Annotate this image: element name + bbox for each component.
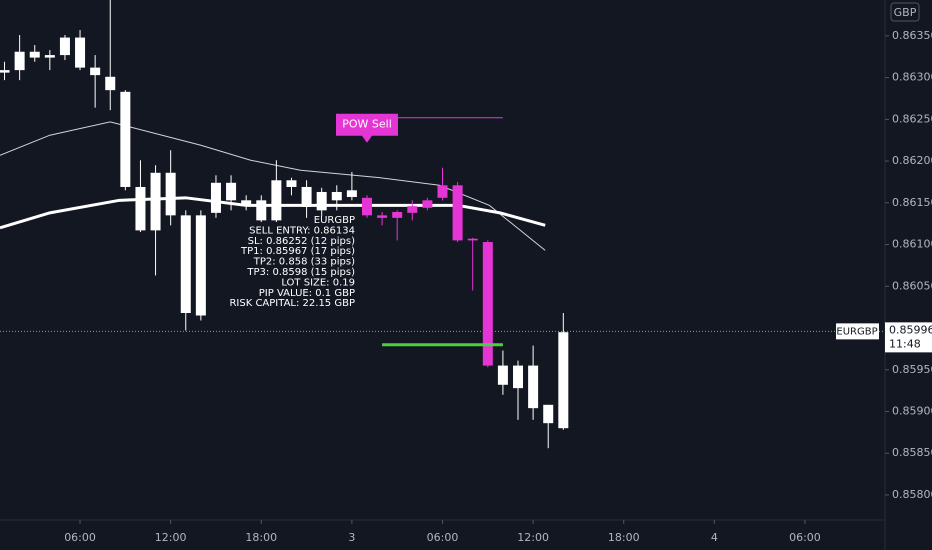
info-line: SELL ENTRY: 0.86134 — [249, 225, 355, 236]
info-line: TP2: 0.858 (33 pips) — [253, 257, 355, 268]
candle-body — [467, 238, 478, 241]
moving-average — [0, 121, 546, 251]
candle-body — [482, 242, 493, 366]
candle-body — [75, 37, 86, 68]
candle-body — [0, 70, 10, 73]
candle-body — [452, 185, 463, 241]
candle-body — [331, 191, 342, 201]
signal-label: POW Sell — [342, 118, 392, 131]
currency-box — [890, 2, 920, 22]
candle-body — [256, 200, 267, 221]
x-tick-label: 06:00 — [789, 531, 821, 544]
candle-body — [241, 200, 252, 206]
candle-body — [392, 212, 403, 218]
candle-body — [543, 404, 554, 424]
info-line: SL: 0.86252 (12 pips) — [248, 236, 355, 247]
info-line: EURGBP — [314, 215, 355, 226]
candle-body — [29, 51, 40, 58]
candle-body — [210, 182, 221, 213]
info-line: PIP VALUE: 0.1 GBP — [259, 288, 355, 299]
symbol-label: EURGBP — [836, 326, 877, 337]
candle-body — [226, 182, 237, 201]
candle-body — [422, 200, 433, 208]
price-tag — [885, 322, 932, 353]
candle-body — [105, 76, 116, 91]
candle-body — [513, 365, 524, 389]
candle-body — [346, 190, 357, 197]
info-line: LOT SIZE: 0.19 — [281, 277, 355, 288]
currency: GBP — [894, 6, 917, 19]
candle-body — [301, 186, 312, 207]
x-tick-label: 06:00 — [64, 531, 96, 544]
candle-body — [316, 191, 327, 211]
x-tick-label: 18:00 — [608, 531, 640, 544]
x-tick-label: 4 — [711, 531, 718, 544]
candle-body — [437, 185, 448, 198]
candle-body — [150, 172, 161, 231]
candle-body — [361, 197, 372, 216]
candle-body — [14, 51, 25, 71]
candle-body — [180, 215, 191, 314]
candle-body — [528, 365, 539, 409]
candle-body — [90, 67, 101, 76]
info-line: TP1: 0.85967 (17 pips) — [240, 246, 355, 257]
candle-body — [195, 215, 206, 316]
x-tick-label: 12:00 — [517, 531, 549, 544]
candle-body — [377, 215, 388, 218]
candle-body — [165, 172, 176, 216]
candle-body — [120, 91, 131, 187]
candle-body — [407, 206, 418, 213]
signal-box — [335, 113, 398, 143]
candle-body — [497, 365, 508, 385]
candle-body — [286, 180, 297, 187]
candle-body — [271, 180, 282, 221]
x-tick-label: 3 — [348, 531, 355, 544]
info-line: TP3: 0.8598 (15 pips) — [246, 267, 355, 278]
countdown: 11:48 — [889, 337, 921, 350]
last-price-label: 0.85996 — [889, 323, 932, 336]
moving-average — [0, 196, 546, 230]
x-tick-label: 18:00 — [245, 531, 277, 544]
symbol-tag — [836, 323, 879, 340]
candle-body — [59, 37, 70, 56]
candle-body — [558, 332, 569, 429]
x-tick-label: 06:00 — [427, 531, 459, 544]
candle-body — [44, 55, 55, 58]
candle-body — [135, 186, 146, 231]
x-tick-label: 12:00 — [155, 531, 187, 544]
info-line: RISK CAPITAL: 22.15 GBP — [229, 298, 355, 309]
